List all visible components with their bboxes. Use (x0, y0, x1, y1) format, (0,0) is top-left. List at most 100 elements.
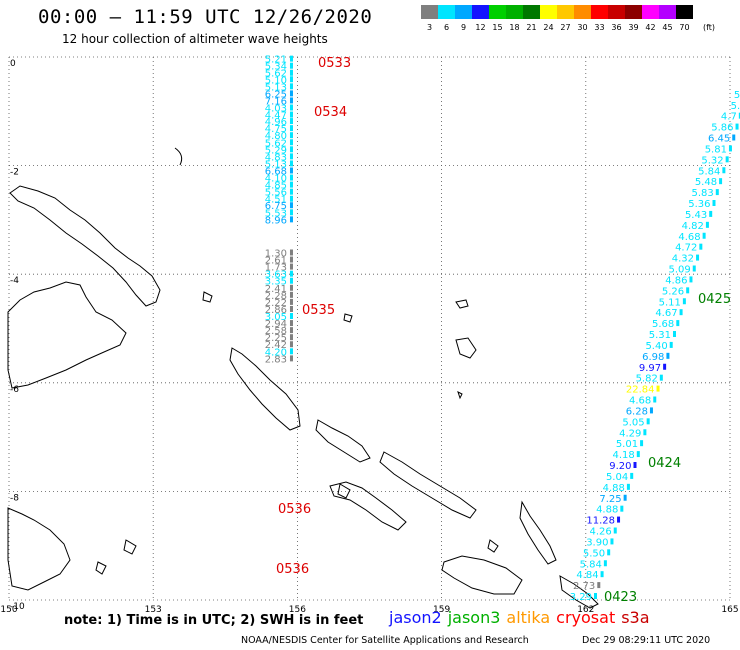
coastline-choiseul (315, 419, 371, 463)
coastline-small-island (123, 539, 137, 555)
scale-swatch (421, 5, 438, 19)
wave-height-label: 5.31 (649, 330, 671, 341)
wave-height-label: 4.67 (655, 308, 677, 319)
scale-swatch (659, 5, 676, 19)
coastline-new-britain (7, 281, 127, 389)
track-point (626, 483, 630, 490)
scale-swatch (608, 5, 625, 19)
track-point (289, 153, 293, 160)
scale-label: 36 (611, 23, 622, 32)
wave-height-label: 5.13 (265, 159, 287, 170)
wave-height-label: 5.13 (265, 82, 287, 93)
scale-label: 9 (460, 23, 467, 32)
wave-height-label: 2.25 (265, 333, 287, 344)
wave-height-label: 4.03 (265, 103, 287, 114)
scale-swatch (557, 5, 574, 19)
track-point (633, 462, 637, 468)
wave-height-label: 5.32 (701, 155, 723, 166)
track-point (712, 200, 716, 206)
track-point (728, 145, 732, 152)
wave-height-label: 6.45 (708, 134, 730, 145)
coastline-new-georgia (329, 481, 407, 531)
track-point (692, 265, 696, 272)
wave-height-label: 4.96 (265, 117, 287, 128)
track-point (289, 355, 293, 362)
track-point (738, 112, 740, 119)
track-point (613, 527, 617, 534)
track-point (659, 374, 663, 381)
lon-tick-label: 153 (145, 605, 162, 615)
track-point (289, 256, 293, 263)
wave-height-label: 5.50 (583, 548, 605, 559)
wave-height-label: 2.94 (265, 319, 287, 330)
pass-time-label: 0534 (314, 105, 347, 120)
track-point (719, 178, 723, 185)
wave-height-label: 5.40 (645, 341, 667, 352)
track-point (289, 69, 293, 76)
coastline-small-island (343, 313, 353, 323)
track-point (289, 341, 293, 348)
track-point (289, 174, 293, 181)
scale-label: 24 (543, 23, 554, 32)
wave-height-label: 1.73 (265, 263, 287, 274)
track-point (646, 418, 650, 425)
coastline-malaita (519, 500, 557, 565)
wave-height-label: 5.84 (698, 166, 720, 177)
wave-height-label: 4.7 (721, 112, 737, 123)
coastline-small-island (455, 299, 469, 309)
wave-height-label: 5. (731, 101, 740, 112)
wave-height-label: 4.68 (678, 232, 700, 243)
wave-height-label: 2.41 (265, 284, 287, 295)
satellite-legend-jason3: jason3 (447, 608, 501, 627)
pass-time-label: 0536 (276, 562, 309, 577)
track-point (603, 560, 607, 567)
wave-height-label: 6.98 (642, 352, 664, 363)
track-point (289, 125, 293, 132)
track-point (289, 216, 293, 223)
scale-label: 39 (628, 23, 639, 32)
track-point (702, 232, 706, 239)
track-point (653, 396, 657, 403)
lon-tick-label: 156 (289, 605, 306, 615)
footer-note: note: 1) Time is in UTC; 2) SWH is in fe… (64, 613, 364, 628)
wave-height-label: 4.72 (675, 243, 697, 254)
coastline-lower-left (7, 507, 71, 591)
track-point (289, 76, 293, 83)
satellite-legend-jason2: jason2 (389, 608, 442, 627)
lat-tick-label: 0 (10, 59, 16, 69)
wave-height-label: 6.68 (265, 166, 287, 177)
track-point (732, 134, 736, 141)
wave-height-label: 4.88 (603, 483, 625, 494)
track-point (617, 516, 621, 523)
track-point (289, 111, 293, 118)
wave-height-label: 5.11 (659, 297, 681, 308)
track-point (289, 90, 293, 97)
track-point (597, 582, 601, 589)
wave-height-label: 5.05 (622, 417, 644, 428)
scale-swatch (540, 5, 557, 19)
track-point (679, 309, 683, 316)
track-point (289, 209, 293, 216)
track-point (630, 472, 634, 479)
track-point (607, 549, 611, 556)
track-point (289, 104, 293, 111)
track-point (600, 571, 604, 578)
wave-height-label: 4.68 (629, 396, 651, 407)
wave-height-label: 9.20 (609, 461, 631, 472)
wave-height-label: 5.43 (685, 210, 707, 221)
scale-swatch (574, 5, 591, 19)
satellite-legend-s3a: s3a (621, 608, 650, 627)
track-point (289, 202, 293, 209)
track-point (640, 440, 644, 447)
pass-time-label: 0425 (698, 292, 731, 307)
track-point (725, 156, 729, 163)
track-point (289, 313, 293, 320)
track-point (669, 341, 673, 348)
track-point (289, 83, 293, 90)
wave-height-label: 2.22 (265, 298, 287, 309)
track-point (735, 123, 739, 130)
wave-height-labels: 5.215.345.625.105.136.257.164.034.474.96… (265, 55, 740, 603)
track-point (289, 348, 293, 355)
pass-time-labels: 0533 0534 0535 0536 0536 0425 0424 0423 (276, 56, 731, 605)
